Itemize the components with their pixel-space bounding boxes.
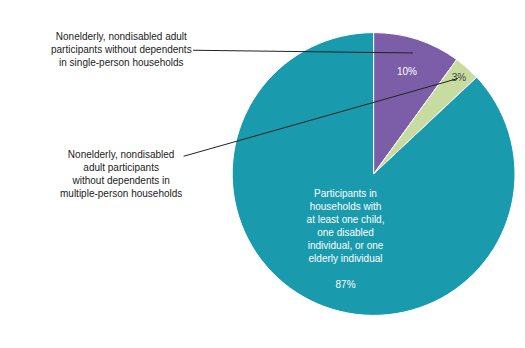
svg-text:Participants inhouseholds with: Participants inhouseholds withat least o…	[307, 188, 385, 290]
svg-text:Nonelderly, nondisabled adultp: Nonelderly, nondisabled adultparticipant…	[51, 31, 192, 68]
svg-text:10%: 10%	[397, 66, 417, 77]
svg-text:3%: 3%	[452, 72, 467, 83]
svg-text:Nonelderly, nondisabledadult p: Nonelderly, nondisabledadult participant…	[60, 149, 182, 199]
